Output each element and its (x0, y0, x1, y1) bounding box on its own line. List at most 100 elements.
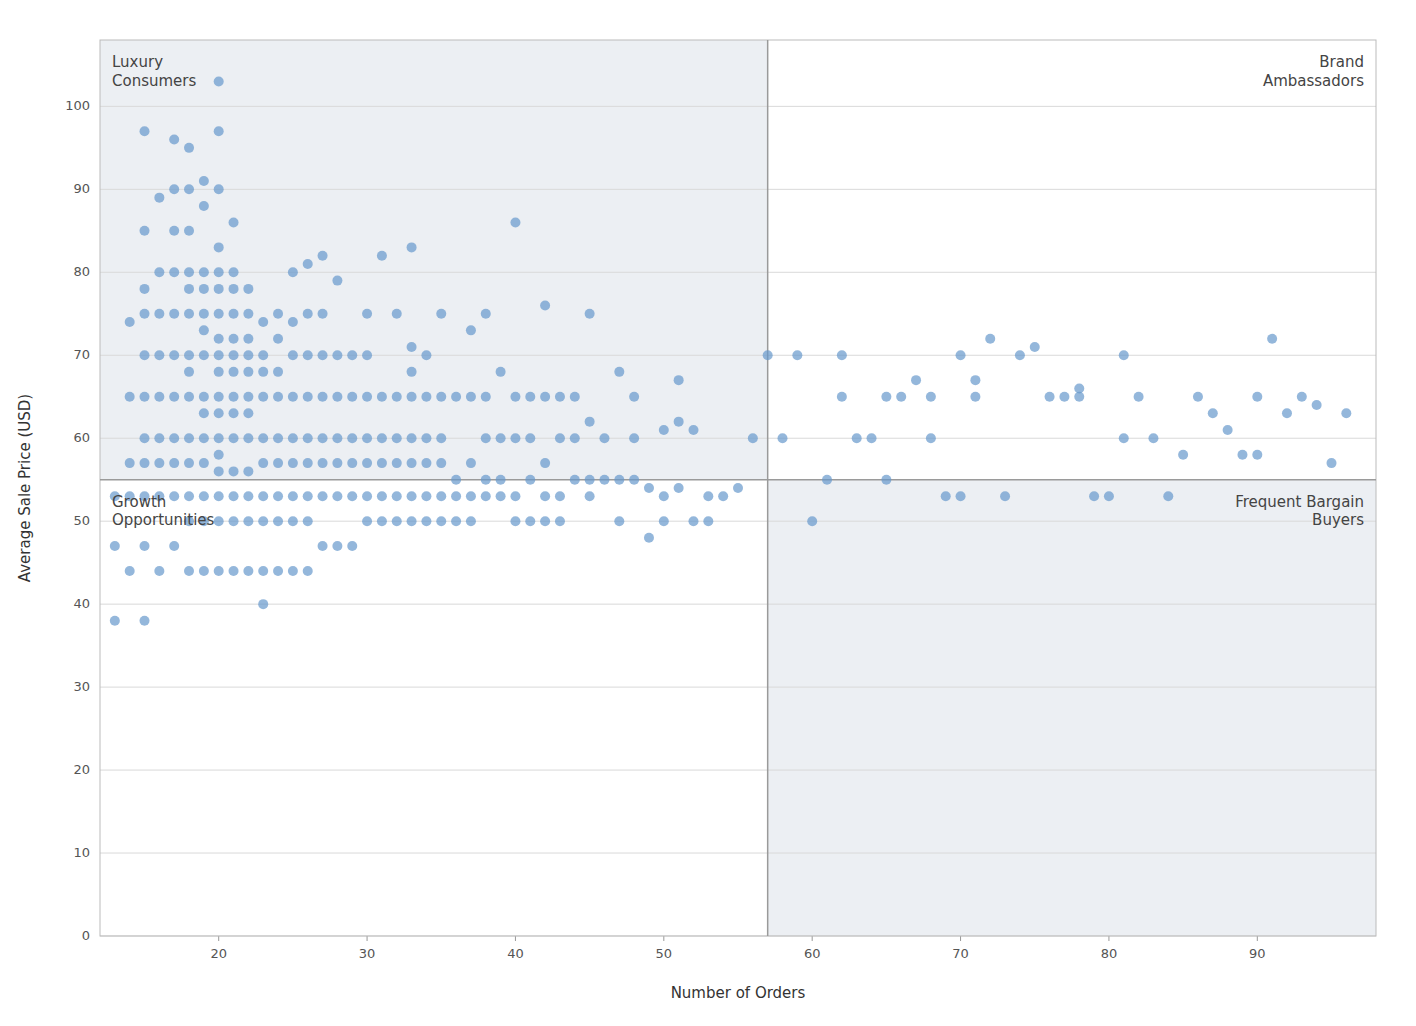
point (644, 483, 654, 493)
tick-mark (367, 936, 368, 941)
point (229, 334, 239, 344)
point (154, 350, 164, 360)
point (140, 392, 150, 402)
point (392, 433, 402, 443)
point (674, 417, 684, 427)
point (407, 516, 417, 526)
tick-label: 40 (507, 946, 524, 961)
point (214, 284, 224, 294)
point (273, 491, 283, 501)
point (510, 218, 520, 228)
point (362, 458, 372, 468)
tick-label: 90 (1249, 946, 1266, 961)
point (1089, 491, 1099, 501)
plot-background (100, 40, 1376, 936)
point (243, 284, 253, 294)
point (1237, 450, 1247, 460)
tick-mark (1257, 936, 1258, 941)
point (273, 367, 283, 377)
quadrant-label: GrowthOpportunities (112, 493, 215, 530)
point (659, 491, 669, 501)
point (318, 433, 328, 443)
point (184, 350, 194, 360)
point (169, 350, 179, 360)
point (214, 466, 224, 476)
point (466, 325, 476, 335)
point (1252, 450, 1262, 460)
point (243, 309, 253, 319)
point (1341, 408, 1351, 418)
point (199, 491, 209, 501)
point (1312, 400, 1322, 410)
tick-label: 20 (210, 946, 227, 961)
point (214, 433, 224, 443)
point (451, 491, 461, 501)
point (614, 475, 624, 485)
point (421, 458, 431, 468)
point (243, 433, 253, 443)
point (258, 566, 268, 576)
point (318, 392, 328, 402)
point (496, 491, 506, 501)
point (169, 541, 179, 551)
x-axis: 2030405060708090 (210, 936, 1265, 961)
point (169, 267, 179, 277)
point (154, 566, 164, 576)
point (140, 309, 150, 319)
tick-label: 70 (952, 946, 969, 961)
point (243, 367, 253, 377)
point (140, 433, 150, 443)
point (1030, 342, 1040, 352)
point (466, 516, 476, 526)
point (674, 483, 684, 493)
point (169, 226, 179, 236)
point (258, 516, 268, 526)
point (1297, 392, 1307, 402)
point (229, 516, 239, 526)
point (421, 350, 431, 360)
point (140, 541, 150, 551)
point (258, 458, 268, 468)
point (273, 334, 283, 344)
point (421, 392, 431, 402)
point (243, 491, 253, 501)
grid-line (100, 604, 1376, 605)
tick-label: 70 (73, 347, 90, 362)
point (169, 309, 179, 319)
tick-label: 50 (73, 513, 90, 528)
point (585, 475, 595, 485)
point (688, 516, 698, 526)
point (303, 433, 313, 443)
grid-line (100, 687, 1376, 688)
point (229, 309, 239, 319)
point (481, 491, 491, 501)
plot-frame (100, 40, 1376, 936)
point (229, 392, 239, 402)
point (199, 325, 209, 335)
point (199, 201, 209, 211)
point (436, 433, 446, 443)
point (303, 309, 313, 319)
point (881, 475, 891, 485)
point (154, 267, 164, 277)
point (510, 392, 520, 402)
point (229, 466, 239, 476)
point (243, 516, 253, 526)
points (110, 76, 1351, 625)
point (451, 392, 461, 402)
tick-label: 100 (65, 98, 90, 113)
point (229, 267, 239, 277)
point (214, 408, 224, 418)
tick-label: 80 (1101, 946, 1118, 961)
point (288, 491, 298, 501)
point (807, 516, 817, 526)
point (733, 483, 743, 493)
point (243, 334, 253, 344)
point (926, 433, 936, 443)
point (332, 458, 342, 468)
point (199, 267, 209, 277)
point (1282, 408, 1292, 418)
point (214, 309, 224, 319)
point (184, 458, 194, 468)
tick-mark (812, 936, 813, 941)
